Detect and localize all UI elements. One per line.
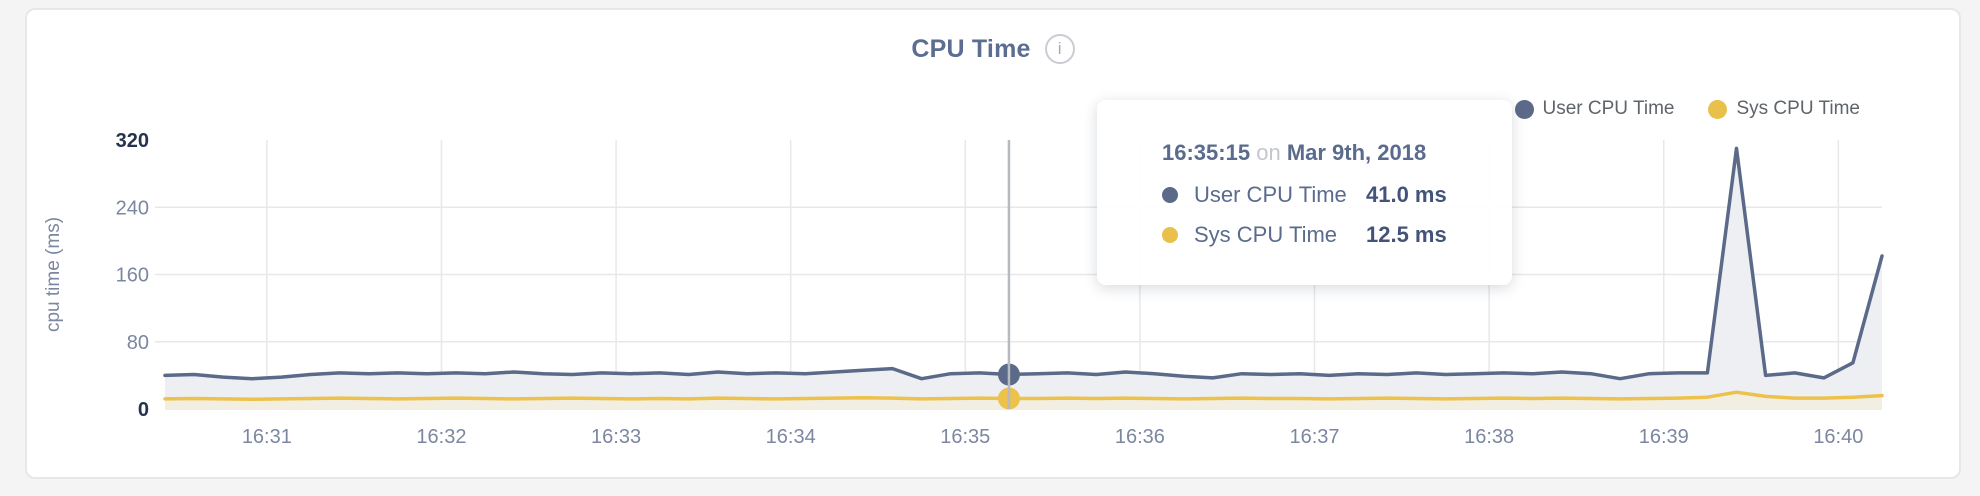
y-tick-label: 320 xyxy=(116,130,149,152)
tooltip-series-label: User CPU Time xyxy=(1194,182,1347,207)
user-series-line xyxy=(163,146,1884,381)
y-tick-label: 160 xyxy=(116,265,149,287)
cpu-time-card: CPU Time i User CPU Time Sys CPU Time 0 8… xyxy=(25,8,1961,479)
chart-title: CPU Time xyxy=(911,34,1031,63)
x-tick-label: 16:39 xyxy=(1639,426,1689,448)
y-tick-label: 0 xyxy=(138,399,149,421)
legend-label: Sys CPU Time xyxy=(1736,98,1860,119)
chart-tooltip: 16:35:15 on Mar 9th, 2018 User CPU Time … xyxy=(1097,100,1512,285)
chart-legend: User CPU Time Sys CPU Time xyxy=(1514,98,1860,120)
tooltip-date: Mar 9th, 2018 xyxy=(1286,140,1427,165)
legend-item-sys-cpu-time[interactable]: Sys CPU Time xyxy=(1708,98,1860,120)
x-tick-label: 16:40 xyxy=(1813,426,1863,448)
user-series-dot-icon xyxy=(1162,187,1178,203)
x-tick-label: 16:31 xyxy=(242,426,292,448)
user-area-fill xyxy=(165,148,1882,409)
x-tick-label: 16:32 xyxy=(416,426,466,448)
tooltip-timestamp: 16:35:15 on Mar 9th, 2018 xyxy=(1162,140,1512,166)
tooltip-row-user: User CPU Time 41.0 ms xyxy=(1162,182,1512,208)
tooltip-conjunction: on xyxy=(1256,140,1281,165)
tooltip-row-sys: Sys CPU Time 12.5 ms xyxy=(1162,222,1512,248)
x-tick-label: 16:35 xyxy=(940,426,990,448)
x-tick-label: 16:37 xyxy=(1289,426,1339,448)
x-tick-label: 16:34 xyxy=(766,426,816,448)
info-icon[interactable]: i xyxy=(1044,34,1075,64)
x-tick-label: 16:38 xyxy=(1464,426,1514,448)
user-series-dot-icon xyxy=(1514,99,1534,119)
legend-item-user-cpu-time[interactable]: User CPU Time xyxy=(1514,98,1675,120)
sys-series-dot-icon xyxy=(1162,227,1178,243)
tooltip-series-value: 12.5 ms xyxy=(1366,222,1447,247)
sys-series-line xyxy=(163,390,1884,402)
y-tick-label: 80 xyxy=(127,332,149,354)
x-tick-label: 16:33 xyxy=(591,426,641,448)
tooltip-series-value: 41.0 ms xyxy=(1366,182,1447,207)
x-tick-label: 16:36 xyxy=(1115,426,1165,448)
sys-series-dot-icon xyxy=(1708,99,1728,119)
tooltip-time: 16:35:15 xyxy=(1162,140,1251,165)
legend-label: User CPU Time xyxy=(1542,98,1675,119)
tooltip-series-label: Sys CPU Time xyxy=(1194,222,1338,247)
y-tick-label: 240 xyxy=(116,197,149,219)
sys-area-fill xyxy=(165,392,1882,409)
y-axis-title: cpu time (ms) xyxy=(43,217,64,332)
cpu-time-plot[interactable]: 0 80 160 240 320 16:31 16:32 16:33 16:34 16:35 16:… xyxy=(27,10,1959,477)
chart-header: CPU Time i xyxy=(27,34,1959,64)
info-icon-glyph: i xyxy=(1057,39,1062,58)
